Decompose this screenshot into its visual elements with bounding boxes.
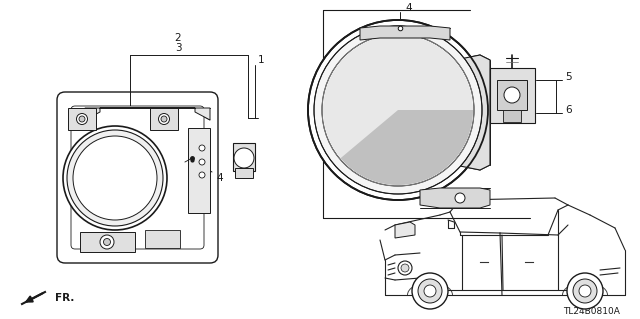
Wedge shape	[76, 178, 154, 219]
Circle shape	[322, 34, 474, 186]
Circle shape	[234, 148, 254, 168]
Bar	[150, 108, 178, 130]
Circle shape	[199, 159, 205, 165]
Circle shape	[504, 87, 520, 103]
Polygon shape	[360, 26, 450, 40]
Circle shape	[100, 235, 114, 249]
Circle shape	[418, 279, 442, 303]
Circle shape	[73, 136, 157, 220]
Text: TL24B0810A: TL24B0810A	[563, 308, 620, 316]
Circle shape	[199, 172, 205, 178]
Circle shape	[314, 26, 482, 194]
Circle shape	[63, 126, 167, 230]
Circle shape	[424, 285, 436, 297]
Bar	[490, 68, 535, 123]
Circle shape	[567, 273, 603, 309]
Circle shape	[579, 285, 591, 297]
Polygon shape	[85, 108, 210, 120]
Text: 4: 4	[405, 3, 412, 13]
Wedge shape	[323, 35, 473, 185]
Circle shape	[199, 145, 205, 151]
Bar	[68, 108, 96, 130]
Circle shape	[77, 114, 88, 124]
Text: 2: 2	[175, 33, 181, 43]
Text: FR.: FR.	[55, 293, 74, 303]
Circle shape	[161, 116, 167, 122]
Wedge shape	[340, 110, 473, 185]
Circle shape	[398, 261, 412, 275]
Bar	[145, 230, 180, 248]
Bar	[503, 110, 521, 122]
Text: 5: 5	[565, 72, 572, 82]
Polygon shape	[420, 188, 490, 208]
Bar	[188, 128, 210, 213]
Circle shape	[401, 264, 409, 272]
FancyBboxPatch shape	[57, 92, 218, 263]
Circle shape	[455, 193, 465, 203]
FancyBboxPatch shape	[71, 106, 204, 249]
Bar	[80, 232, 135, 252]
Text: 6: 6	[565, 105, 572, 115]
Polygon shape	[455, 55, 490, 170]
Circle shape	[79, 116, 85, 122]
Circle shape	[159, 114, 170, 124]
Text: 1: 1	[258, 55, 264, 65]
Text: 3: 3	[175, 43, 181, 53]
Circle shape	[573, 279, 597, 303]
Circle shape	[104, 239, 111, 246]
Bar	[233, 143, 255, 171]
Bar	[497, 80, 527, 110]
Circle shape	[308, 20, 488, 200]
Circle shape	[67, 130, 163, 226]
Bar	[235, 168, 253, 178]
FancyArrowPatch shape	[26, 293, 42, 302]
Circle shape	[412, 273, 448, 309]
Polygon shape	[395, 222, 415, 238]
Text: 4: 4	[216, 173, 223, 183]
